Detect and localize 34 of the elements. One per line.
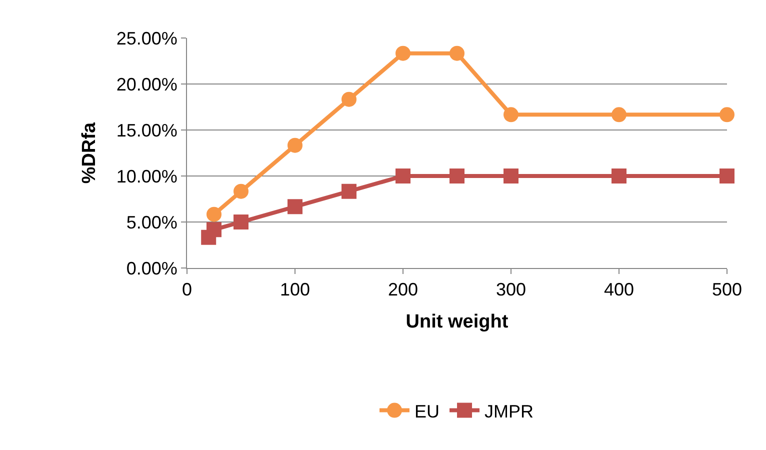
point xyxy=(612,168,626,184)
point xyxy=(234,184,248,199)
x-tick-label: 200 xyxy=(388,280,418,300)
point xyxy=(206,222,222,238)
y-axis-title: %DRfa xyxy=(79,122,100,184)
point xyxy=(342,92,356,107)
point xyxy=(504,168,518,184)
y-tick-label: 5.00% xyxy=(126,212,178,232)
point xyxy=(234,214,248,230)
point xyxy=(206,206,222,222)
y-tick-label: 0.00% xyxy=(126,258,178,278)
y-tick-label: 15.00% xyxy=(116,120,178,140)
point xyxy=(504,107,518,122)
x-tick-label: 300 xyxy=(496,280,526,300)
point xyxy=(288,138,302,153)
point xyxy=(396,46,410,61)
point xyxy=(450,46,464,61)
x-tick-label: 400 xyxy=(604,280,634,300)
point xyxy=(396,168,410,184)
legend-label: EU xyxy=(414,401,440,422)
point xyxy=(720,168,734,184)
x-tick-label: 0 xyxy=(182,280,192,300)
x-tick-label: 100 xyxy=(280,280,310,300)
y-tick-label: 10.00% xyxy=(116,166,178,186)
y-tick-label: 20.00% xyxy=(116,74,178,94)
x-axis-title: Unit weight xyxy=(406,311,509,332)
point xyxy=(450,168,464,184)
point xyxy=(720,107,734,122)
y-tick-label: 25.00% xyxy=(116,28,178,48)
legend-label: JMPR xyxy=(484,401,534,422)
point xyxy=(288,199,302,214)
point xyxy=(342,184,356,199)
point xyxy=(612,107,626,122)
x-tick-label: 500 xyxy=(712,280,742,300)
